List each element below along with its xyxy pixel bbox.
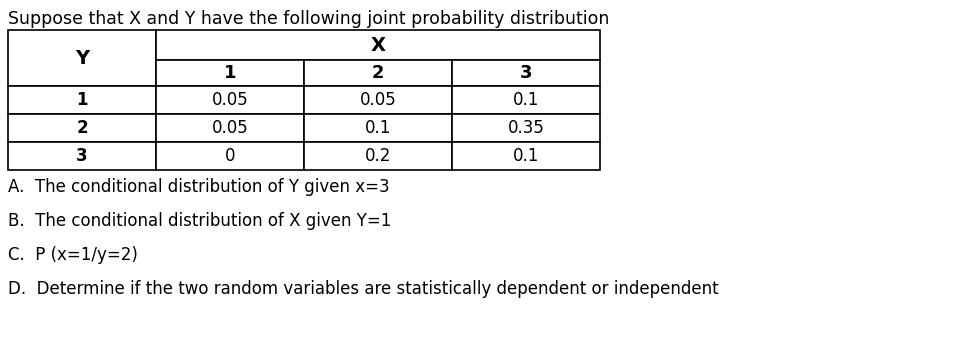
Bar [452,142,600,170]
Text: 0.05: 0.05 [212,91,249,109]
Text: 3: 3 [76,147,88,165]
Text: 0.1: 0.1 [365,119,392,137]
Text: 0.2: 0.2 [365,147,392,165]
Text: 0.05: 0.05 [212,119,249,137]
Text: B.  The conditional distribution of X given Y=1: B. The conditional distribution of X giv… [8,212,392,230]
Bar [8,114,156,142]
Text: 3: 3 [519,64,532,82]
Text: 0.1: 0.1 [513,91,540,109]
Bar [304,142,452,170]
Bar [156,86,304,114]
Bar [452,114,600,142]
Text: 0.35: 0.35 [508,119,544,137]
Bar [156,60,304,86]
Text: 1: 1 [223,64,236,82]
Bar [304,86,452,114]
Bar [304,60,452,86]
Text: A.  The conditional distribution of Y given x=3: A. The conditional distribution of Y giv… [8,178,390,196]
Text: D.  Determine if the two random variables are statistically dependent or indepen: D. Determine if the two random variables… [8,280,718,298]
Text: C.  P (x=1/y=2): C. P (x=1/y=2) [8,246,138,264]
Text: 2: 2 [76,119,88,137]
Text: Suppose that X and Y have the following joint probability distribution: Suppose that X and Y have the following … [8,10,609,28]
Text: X: X [370,35,386,54]
Bar [8,30,156,86]
Text: 0: 0 [224,147,235,165]
Bar [304,114,452,142]
Text: 0.05: 0.05 [360,91,396,109]
Text: 1: 1 [76,91,88,109]
Bar [452,60,600,86]
Text: 2: 2 [371,64,384,82]
Bar [156,114,304,142]
Bar [452,86,600,114]
Bar [8,86,156,114]
Text: Y: Y [74,49,89,68]
Bar [8,142,156,170]
Bar [156,142,304,170]
Text: 0.1: 0.1 [513,147,540,165]
Bar [156,30,600,60]
